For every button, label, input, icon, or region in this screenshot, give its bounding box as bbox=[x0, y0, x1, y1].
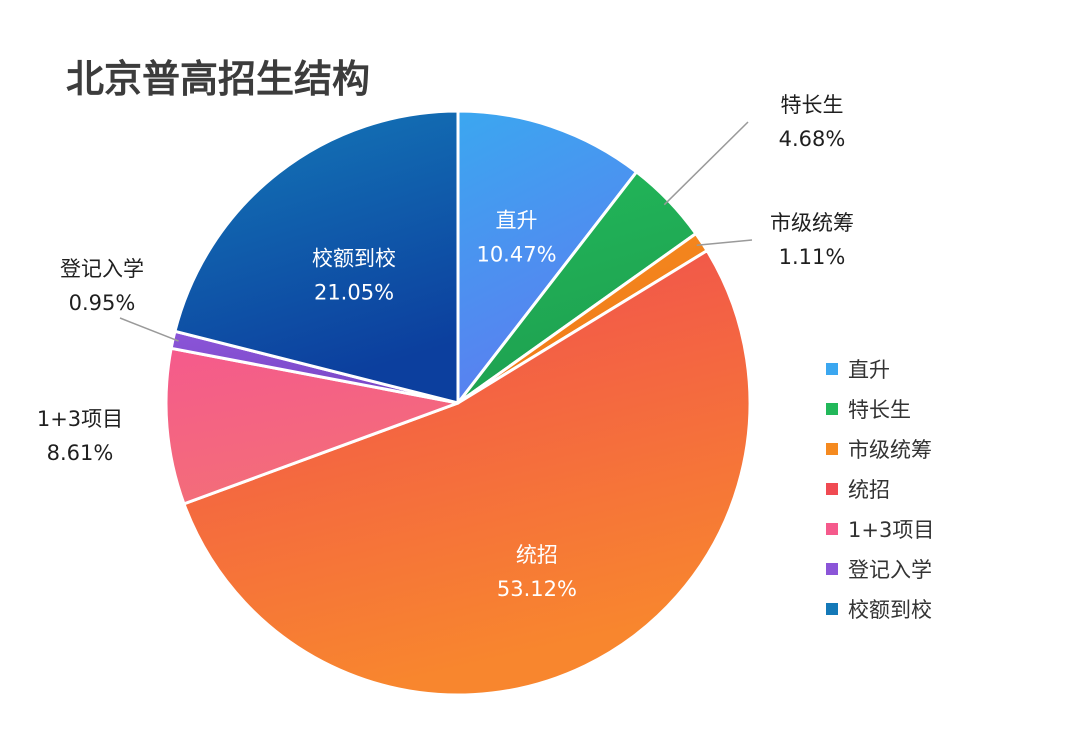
slice-value-label: 53.12% bbox=[497, 577, 577, 601]
chart-title: 北京普高招生结构 bbox=[66, 57, 370, 101]
slice-labels: 直升 10.47% 特长生 4.68% 市级统筹 1.11% 统招 53.12% 1+3项目 8.… bbox=[37, 93, 854, 601]
slice-name-label: 校额到校 bbox=[312, 246, 396, 270]
slice-value-label: 4.68% bbox=[779, 127, 846, 151]
leader-lines bbox=[119, 121, 753, 342]
legend-swatch bbox=[826, 523, 838, 535]
legend-swatch bbox=[826, 483, 838, 495]
slice-3 bbox=[182, 249, 752, 697]
legend-swatch bbox=[826, 363, 838, 375]
legend-entry-label: 校额到校 bbox=[848, 598, 932, 622]
slice-name-label: 统招 bbox=[516, 543, 558, 567]
slice-name-label: 登记入学 bbox=[60, 257, 144, 281]
slice-value-label: 21.05% bbox=[314, 280, 394, 304]
slice-value-label: 1.11% bbox=[779, 245, 846, 269]
slice-name-label: 市级统筹 bbox=[770, 211, 854, 235]
leader-line bbox=[696, 239, 753, 246]
legend-entry-label: 1+3项目 bbox=[848, 518, 934, 542]
slice-value-label: 10.47% bbox=[476, 243, 556, 267]
leader-line bbox=[119, 317, 179, 342]
legend-swatch bbox=[826, 603, 838, 615]
leader-line bbox=[663, 121, 749, 206]
legend-entry-label: 统招 bbox=[848, 478, 890, 502]
slice-value-label: 8.61% bbox=[47, 441, 114, 465]
slice-name-label: 1+3项目 bbox=[37, 407, 123, 431]
legend-swatch bbox=[826, 403, 838, 415]
slice-4 bbox=[164, 346, 460, 506]
slice-0 bbox=[456, 109, 639, 405]
legend-swatch bbox=[826, 563, 838, 575]
slice-name-label: 特长生 bbox=[781, 93, 844, 117]
legend-entry-label: 特长生 bbox=[848, 398, 911, 422]
legend-entry-label: 市级统筹 bbox=[848, 438, 932, 462]
slice-value-label: 0.95% bbox=[69, 291, 136, 315]
legend-entry-label: 登记入学 bbox=[848, 558, 932, 582]
slice-name-label: 直升 bbox=[496, 209, 538, 233]
pie-slices bbox=[164, 109, 752, 697]
legend-swatch bbox=[826, 443, 838, 455]
slice-6 bbox=[173, 109, 460, 405]
legend-entry-label: 直升 bbox=[848, 358, 890, 382]
